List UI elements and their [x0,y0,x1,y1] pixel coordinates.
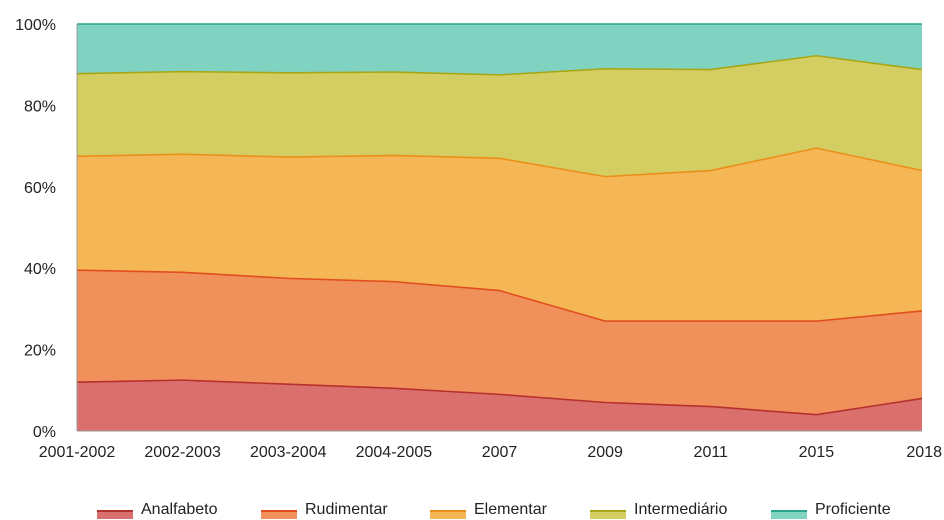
legend-swatch [430,511,466,519]
legend-item-elementar[interactable]: Elementar [430,501,548,519]
line-intermediario [76,54,923,76]
x-tick-label: 2004-2005 [356,444,433,461]
y-tick-label: 60% [24,180,56,197]
area-series-group [77,24,922,431]
series-line-group [76,23,923,416]
legend-label: Intermediário [634,501,727,518]
x-tick-label: 2007 [482,444,518,461]
x-tick-label: 2018 [906,444,942,461]
legend-swatch [771,511,807,519]
area-rudimentar [77,270,922,415]
axes: 0% 20% 40% 60% 80% 100% 2001-2002 2002-2003 2003… [15,17,942,461]
legend-swatch [261,511,297,519]
x-tick-label: 2009 [587,444,623,461]
area-proficiente [77,24,922,75]
x-tick-label: 2015 [799,444,835,461]
y-tick-label: 40% [24,261,56,278]
legend-item-analfabeto[interactable]: Analfabeto [97,501,218,519]
legend-item-proficiente[interactable]: Proficiente [771,501,891,519]
legend: Analfabeto Rudimentar Elementar Intermediár… [97,501,891,519]
legend-label: Elementar [474,501,548,518]
line-elementar [76,147,923,178]
legend-label: Rudimentar [305,501,388,518]
legend-item-intermediario[interactable]: Intermediário [590,501,727,519]
x-tick-label: 2003-2004 [250,444,327,461]
legend-item-rudimentar[interactable]: Rudimentar [261,501,388,519]
line-analfabeto [76,379,923,416]
x-tick-label: 2002-2003 [144,444,221,461]
y-tick-label: 0% [33,424,56,441]
y-tick-label: 20% [24,343,56,360]
x-tick-label: 2011 [694,444,729,461]
x-tick-label: 2001-2002 [39,444,116,461]
legend-swatch [590,511,626,519]
line-rudimentar [76,269,923,322]
legend-swatch [97,511,133,519]
y-tick-label: 100% [15,17,56,34]
area-intermediario [77,55,922,177]
legend-label: Analfabeto [141,501,218,518]
legend-label: Proficiente [815,501,891,518]
y-tick-label: 80% [24,98,56,115]
area-analfabeto [77,380,922,431]
